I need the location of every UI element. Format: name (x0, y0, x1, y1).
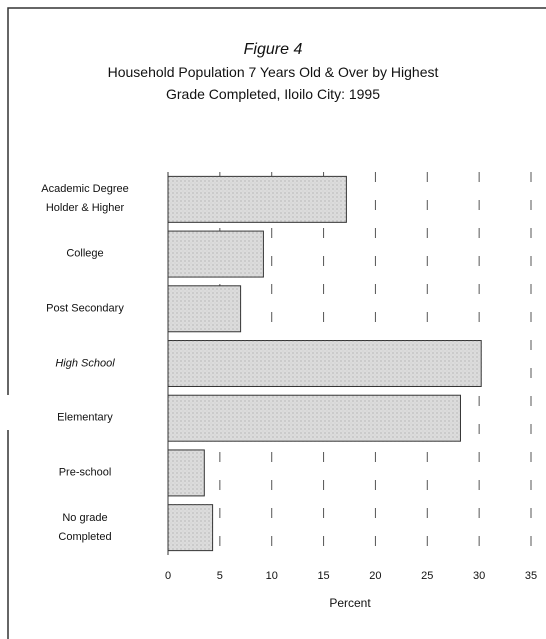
y-tick-label: Academic Degree Holder & Higher (41, 183, 129, 215)
y-tick-label: Post Secondary (46, 302, 124, 315)
x-tick-label: 0 (165, 570, 171, 582)
x-tick-label: 30 (473, 570, 485, 582)
bar-texture (168, 231, 264, 278)
x-tick-label: 10 (266, 570, 278, 582)
x-tick-label: 5 (217, 570, 223, 582)
bar-texture (168, 285, 241, 332)
x-tick-label: 20 (369, 570, 381, 582)
frame (7, 7, 546, 395)
bar-texture (168, 340, 482, 387)
bar-texture (168, 176, 347, 223)
y-tick-label: No grade Completed (58, 511, 112, 543)
chart-title: Figure 4 (244, 41, 303, 58)
bar-texture (168, 395, 461, 442)
x-tick-label: 25 (421, 570, 433, 582)
x-tick-label: 15 (317, 570, 329, 582)
bar-texture (168, 504, 213, 551)
y-tick-label: High School (55, 357, 115, 369)
x-axis-label: Percent (329, 596, 371, 610)
y-tick-label: Elementary (57, 411, 113, 424)
x-tick-label: 35 (525, 570, 537, 582)
bar-texture (168, 449, 205, 496)
y-tick-label: Pre-school (58, 466, 112, 479)
chart-subtitle: Household Population 7 Years Old & Over … (108, 64, 439, 102)
y-tick-label: College (66, 247, 104, 260)
